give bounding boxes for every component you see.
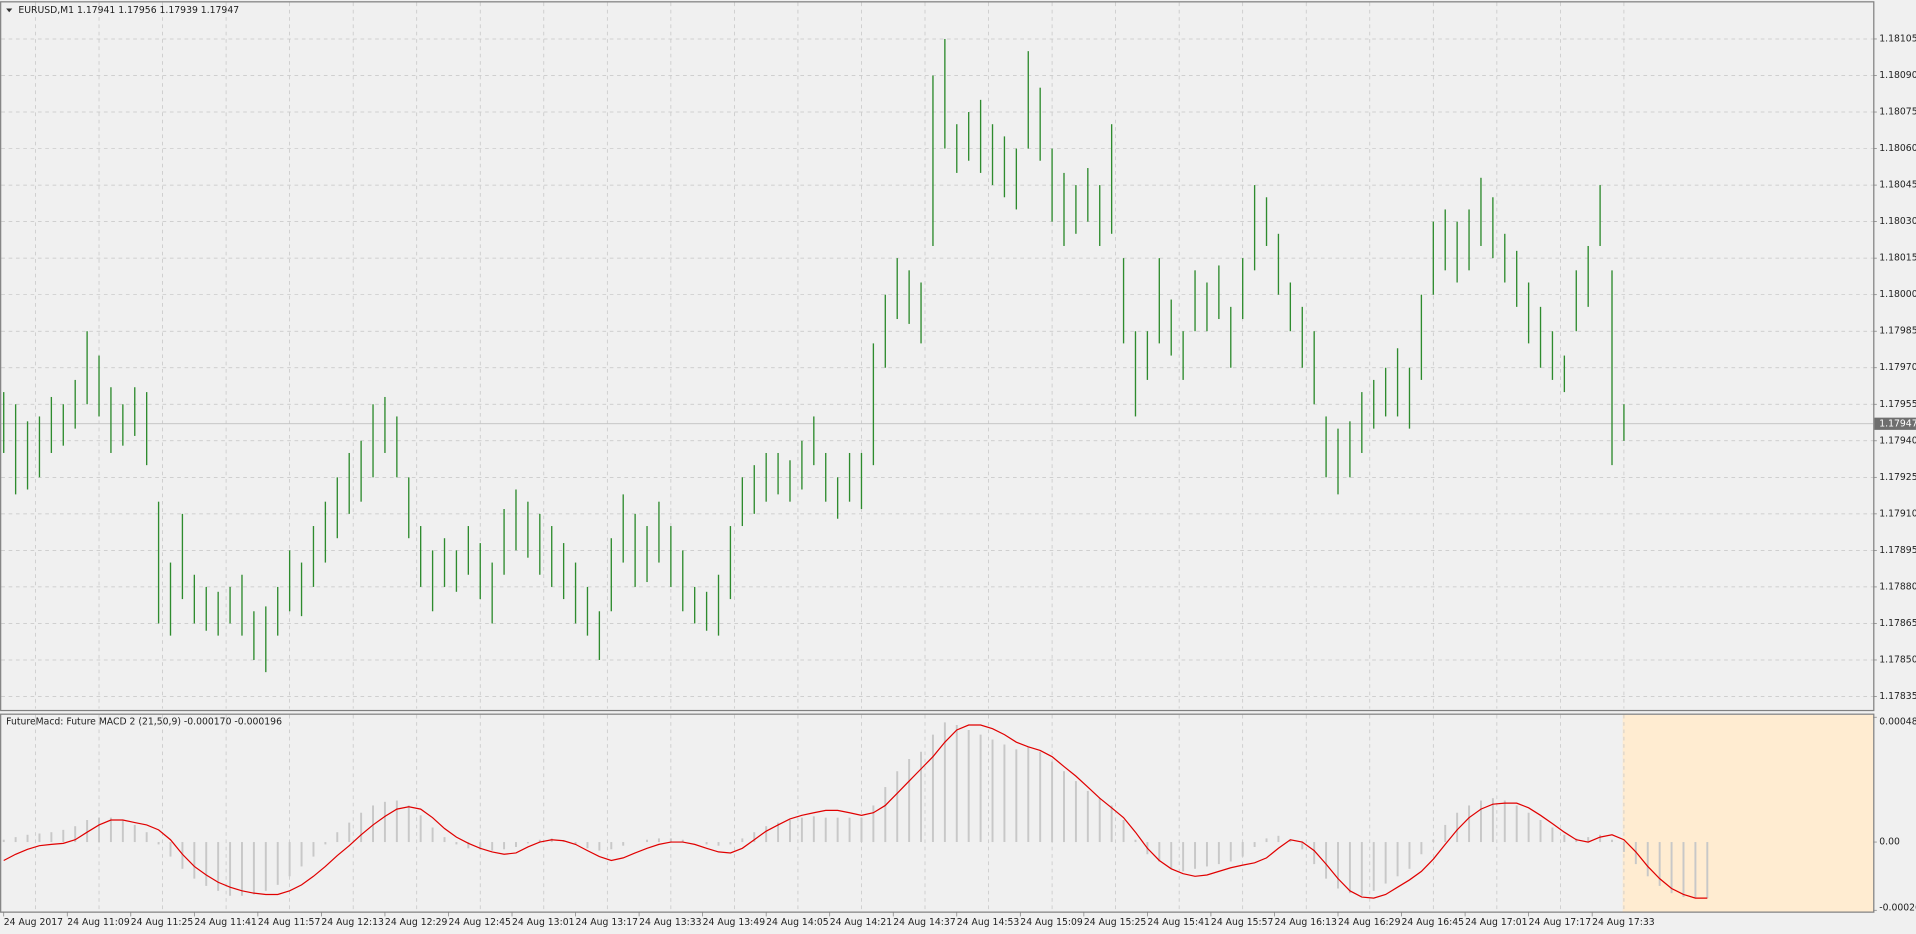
x-tick-label: 24 Aug 15:57 bbox=[1211, 917, 1274, 928]
symbol-header: EURUSD,M1 1.17941 1.17956 1.17939 1.1794… bbox=[18, 5, 239, 16]
y-tick-label: 1.17910 bbox=[1879, 508, 1916, 519]
indicator-pane-frame bbox=[0, 713, 1875, 913]
y-tick-label: 1.17835 bbox=[1879, 691, 1916, 702]
y-tick-label: 1.17880 bbox=[1879, 581, 1916, 592]
y-tick-label: -0.000263 bbox=[1879, 902, 1916, 913]
x-tick-label: 24 Aug 13:17 bbox=[576, 917, 639, 928]
y-tick-label: 1.17895 bbox=[1879, 545, 1916, 556]
x-tick-label: 24 Aug 14:05 bbox=[766, 917, 829, 928]
x-tick-label: 24 Aug 14:21 bbox=[830, 917, 893, 928]
y-tick-label: 1.17970 bbox=[1879, 362, 1916, 373]
x-tick-label: 24 Aug 2017 bbox=[4, 917, 63, 928]
x-tick-label: 24 Aug 15:41 bbox=[1147, 917, 1210, 928]
x-tick-label: 24 Aug 13:01 bbox=[512, 917, 575, 928]
x-tick-label: 24 Aug 17:33 bbox=[1592, 917, 1655, 928]
y-tick-label: 1.17940 bbox=[1879, 435, 1916, 446]
y-tick-label: 1.17850 bbox=[1879, 654, 1916, 665]
x-tick-label: 24 Aug 11:57 bbox=[258, 917, 321, 928]
x-tick-label: 24 Aug 11:09 bbox=[67, 917, 130, 928]
x-tick-label: 24 Aug 12:29 bbox=[385, 917, 448, 928]
y-tick-label: 1.18030 bbox=[1879, 216, 1916, 227]
last-price-box bbox=[1874, 417, 1916, 430]
x-tick-label: 24 Aug 16:45 bbox=[1402, 917, 1465, 928]
y-tick-label: 1.18015 bbox=[1879, 253, 1916, 264]
x-tick-label: 24 Aug 17:17 bbox=[1529, 917, 1592, 928]
x-tick-label: 24 Aug 16:13 bbox=[1274, 917, 1337, 928]
last-price-label: 1.17947 bbox=[1879, 418, 1916, 429]
x-tick-label: 24 Aug 15:25 bbox=[1084, 917, 1147, 928]
y-tick-label: 1.18090 bbox=[1879, 70, 1916, 81]
x-tick-label: 24 Aug 16:29 bbox=[1338, 917, 1401, 928]
future-zone bbox=[1622, 714, 1874, 912]
y-tick-label: 1.17865 bbox=[1879, 618, 1916, 629]
x-tick-label: 24 Aug 13:33 bbox=[639, 917, 702, 928]
signal-line bbox=[3, 724, 1708, 899]
x-tick-label: 24 Aug 14:37 bbox=[893, 917, 956, 928]
y-tick-label: 1.18075 bbox=[1879, 107, 1916, 118]
price-pane-frame bbox=[0, 1, 1875, 712]
y-tick-label: 1.18060 bbox=[1879, 143, 1916, 154]
marks bbox=[2, 38, 1709, 899]
y-tick-label: 0.00 bbox=[1879, 837, 1900, 848]
x-tick-label: 24 Aug 17:01 bbox=[1465, 917, 1528, 928]
y-tick-label: 1.17925 bbox=[1879, 472, 1916, 483]
y-tick-label: 1.18105 bbox=[1879, 33, 1916, 44]
x-tick-label: 24 Aug 12:45 bbox=[448, 917, 511, 928]
x-tick-label: 24 Aug 15:09 bbox=[1020, 917, 1083, 928]
collapse-icon[interactable] bbox=[6, 8, 13, 13]
y-tick-label: 1.17985 bbox=[1879, 326, 1916, 337]
y-tick-label: 1.18000 bbox=[1879, 289, 1916, 300]
indicator-header: FutureMacd: Future MACD 2 (21,50,9) -0.0… bbox=[6, 717, 282, 728]
x-tick-label: 24 Aug 14:53 bbox=[957, 917, 1020, 928]
y-tick-label: 0.000481 bbox=[1879, 717, 1916, 728]
x-tick-label: 24 Aug 12:13 bbox=[321, 917, 384, 928]
x-tick-label: 24 Aug 11:41 bbox=[194, 917, 257, 928]
y-tick-label: 1.18045 bbox=[1879, 180, 1916, 191]
x-tick-label: 24 Aug 13:49 bbox=[703, 917, 766, 928]
x-tick-label: 24 Aug 11:25 bbox=[131, 917, 194, 928]
y-tick-label: 1.17955 bbox=[1879, 399, 1916, 410]
grid bbox=[1, 2, 1877, 917]
